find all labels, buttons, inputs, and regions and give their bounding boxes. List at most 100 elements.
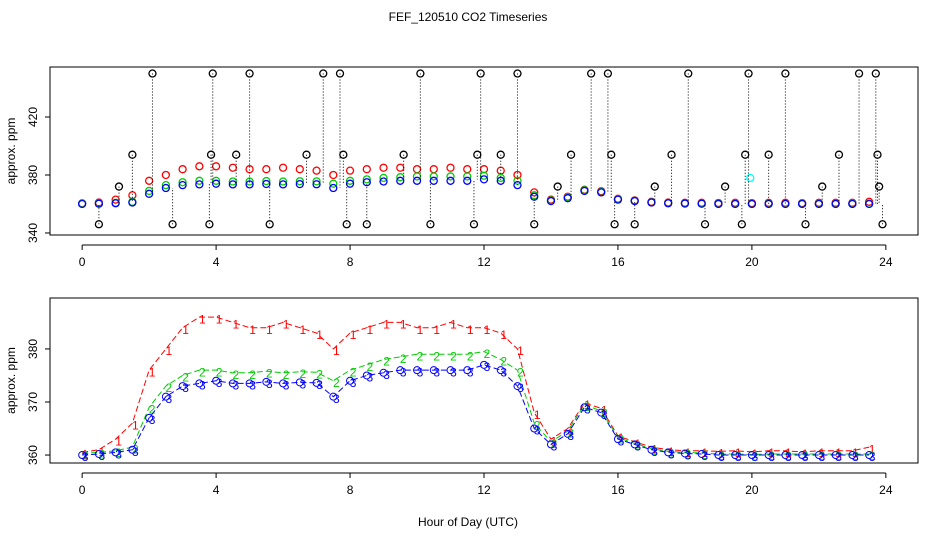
point: [161, 180, 171, 190]
point: [329, 170, 338, 180]
point: [610, 220, 619, 229]
point: [463, 366, 472, 375]
point-glyph: 3: [99, 449, 106, 463]
point: [731, 451, 740, 460]
point-glyph: 2: [249, 368, 256, 382]
point-glyph: 2: [149, 402, 156, 416]
point-glyph: 3: [685, 449, 692, 463]
point: [781, 451, 790, 460]
point: [413, 366, 422, 375]
point: [513, 170, 522, 180]
point-glyph: 3: [752, 450, 759, 464]
point-glyph: 1: [299, 323, 306, 337]
point-glyph: 1: [132, 418, 139, 432]
point: [245, 180, 254, 189]
point: [399, 150, 408, 159]
point-glyph: 3: [819, 450, 826, 464]
point-glyph: 2: [450, 349, 457, 363]
point: [161, 183, 171, 193]
point: [228, 177, 237, 186]
point-glyph: 3: [216, 376, 223, 390]
point: [339, 150, 348, 159]
point: [854, 69, 864, 78]
point: [747, 451, 756, 460]
point: [797, 199, 807, 209]
point: [667, 150, 676, 159]
point: [94, 220, 104, 229]
point: [463, 176, 472, 185]
point: [878, 220, 887, 229]
point-glyph: 2: [232, 368, 239, 382]
point-glyph: 1: [249, 323, 256, 337]
point: [295, 165, 304, 174]
point-glyph: 1: [417, 323, 424, 337]
point: [412, 176, 422, 185]
point-glyph: 1: [283, 318, 290, 332]
point: [379, 163, 388, 172]
point-glyph: 1: [551, 434, 558, 448]
point: [342, 220, 351, 229]
point-glyph: 1: [517, 344, 524, 358]
point-glyph: 1: [350, 328, 357, 342]
x-axis-label: Hour of Day (UTC): [418, 515, 518, 529]
point: [814, 199, 824, 209]
point: [416, 69, 425, 78]
point-glyph: 1: [166, 344, 173, 358]
point: [603, 69, 613, 78]
point: [680, 199, 690, 208]
point: [302, 150, 311, 159]
point: [848, 451, 857, 460]
point: [744, 69, 753, 78]
point-glyph: 3: [266, 377, 273, 391]
point-glyph: 3: [668, 448, 675, 462]
point-glyph: 3: [835, 450, 842, 464]
point-glyph: 3: [182, 381, 189, 395]
point-glyph: 2: [266, 366, 273, 380]
point-glyph: 2: [199, 365, 206, 379]
point: [697, 449, 706, 458]
point: [396, 366, 405, 375]
point: [814, 451, 823, 460]
point: [781, 69, 790, 78]
point: [245, 177, 254, 186]
point-glyph: 2: [484, 347, 491, 361]
point-glyph: 3: [802, 450, 809, 464]
point: [128, 445, 137, 454]
point-glyph: 3: [768, 450, 775, 464]
point: [530, 188, 539, 197]
point: [396, 173, 405, 182]
point-glyph: 2: [350, 365, 357, 379]
point: [77, 199, 87, 209]
point-glyph: 3: [551, 440, 558, 454]
point: [865, 451, 874, 460]
point: [680, 449, 689, 458]
point-glyph: 3: [283, 379, 290, 393]
point: [446, 172, 455, 181]
point: [111, 448, 120, 457]
x-tick-label: 12: [477, 483, 491, 497]
point: [801, 220, 810, 229]
point: [553, 182, 562, 191]
point: [329, 183, 338, 193]
x-tick-label: 0: [79, 255, 86, 269]
point-glyph: 3: [701, 449, 708, 463]
point: [114, 182, 124, 191]
point-glyph: 2: [383, 355, 390, 369]
point: [429, 172, 438, 181]
point: [178, 382, 187, 391]
point-glyph: 3: [400, 365, 407, 379]
x-tick-label: 8: [347, 255, 354, 269]
point-glyph: 3: [869, 450, 876, 464]
point-glyph: 3: [132, 445, 139, 459]
point-glyph: 1: [232, 318, 239, 332]
point: [362, 220, 371, 229]
series-line: [82, 316, 870, 453]
point: [697, 199, 706, 208]
point-glyph: 3: [350, 376, 357, 390]
point: [205, 220, 214, 229]
point-glyph: 1: [433, 323, 440, 337]
point: [265, 220, 274, 229]
point-glyph: 3: [601, 408, 608, 422]
point-glyph: 1: [216, 312, 223, 326]
